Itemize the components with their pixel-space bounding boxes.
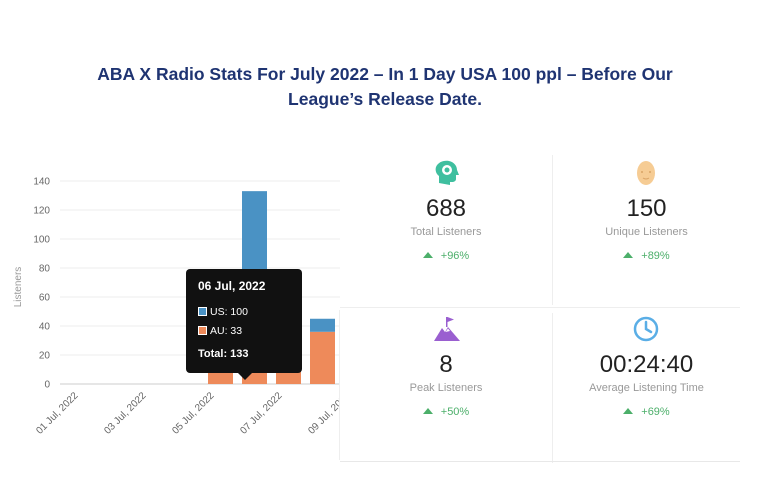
stat-total-listeners: 688 Total Listeners +96% xyxy=(340,155,552,305)
clock-icon xyxy=(633,316,659,342)
tooltip-total: Total: 133 xyxy=(198,348,249,360)
y-tick-label: 140 xyxy=(33,177,50,188)
divider-left xyxy=(339,310,340,460)
stats-panel: 688 Total Listeners +96% 150 Unique List… xyxy=(339,155,740,465)
stat-unique-listeners: 150 Unique Listeners +89% xyxy=(553,155,740,305)
y-tick-label: 100 xyxy=(33,235,50,246)
divider-vertical-bottom xyxy=(552,313,553,463)
us-swatch xyxy=(198,307,207,316)
x-tick-label: 07 Jul, 2022 xyxy=(238,390,285,437)
tooltip-us-value: US: 100 xyxy=(210,305,248,318)
stat-delta-value: +69% xyxy=(641,406,670,418)
stat-average-listening-time: 00:24:40 Average Listening Time +69% xyxy=(553,311,740,461)
headset-icon xyxy=(435,160,459,185)
up-arrow-icon xyxy=(422,408,433,414)
stat-peak-listeners: 8 Peak Listeners +50% xyxy=(340,311,552,461)
tooltip-au-row: AU: 33 xyxy=(198,321,290,340)
up-arrow-icon xyxy=(623,408,634,414)
y-axis-label: Listeners xyxy=(13,267,24,308)
tooltip-caret xyxy=(238,373,252,380)
bar-au xyxy=(310,331,335,384)
up-arrow-icon xyxy=(623,252,634,258)
stat-label: Unique Listeners xyxy=(605,226,688,238)
page-title: ABA X Radio Stats For July 2022 – In 1 D… xyxy=(60,62,710,112)
face-icon xyxy=(637,161,655,185)
stat-value: 150 xyxy=(626,195,667,222)
divider-vertical-top xyxy=(552,155,553,305)
x-tick-label: 03 Jul, 2022 xyxy=(102,390,149,437)
divider-bottom xyxy=(340,461,740,462)
stat-label: Peak Listeners xyxy=(409,382,483,394)
stat-delta-value: +89% xyxy=(641,250,670,262)
up-arrow-icon xyxy=(422,252,433,258)
stat-value: 688 xyxy=(425,195,467,222)
title-line-2: League’s Release Date. xyxy=(288,89,482,109)
tooltip-us-row: US: 100 xyxy=(198,302,290,321)
stat-delta: +50% xyxy=(340,406,552,418)
bar-us xyxy=(310,318,335,332)
stat-delta-value: +96% xyxy=(440,250,470,262)
stat-delta-value: +50% xyxy=(440,406,470,418)
stat-label: Total Listeners xyxy=(410,226,482,238)
tooltip-date: 06 Jul, 2022 xyxy=(198,279,266,293)
x-tick-label: 01 Jul, 2022 xyxy=(34,390,81,437)
stat-delta: +89% xyxy=(553,250,740,262)
title-line-1: ABA X Radio Stats For July 2022 – In 1 D… xyxy=(97,64,673,84)
stat-delta: +96% xyxy=(340,250,552,262)
stat-label: Average Listening Time xyxy=(589,382,704,394)
y-tick-label: 20 xyxy=(39,351,51,362)
stat-delta: +69% xyxy=(553,406,740,418)
stat-value: 00:24:40 xyxy=(599,351,694,378)
mountain-flag-icon xyxy=(434,317,460,341)
chart-tooltip: 06 Jul, 2022 US: 100 AU: 33 Total: 133 xyxy=(186,269,302,380)
y-tick-label: 120 xyxy=(33,206,50,217)
y-tick-label: 40 xyxy=(39,322,51,333)
y-tick-label: 0 xyxy=(44,380,50,391)
y-tick-label: 60 xyxy=(39,293,51,304)
y-axis-ticks: 0 20 40 60 80 100 120 140 xyxy=(33,177,50,391)
tooltip-au-value: AU: 33 xyxy=(210,324,243,337)
divider-horizontal xyxy=(340,307,740,308)
stat-value: 8 xyxy=(439,351,453,378)
au-swatch xyxy=(198,326,207,335)
y-tick-label: 80 xyxy=(39,264,51,275)
x-tick-label: 05 Jul, 2022 xyxy=(170,390,217,437)
x-axis-ticks: 01 Jul, 2022 03 Jul, 2022 05 Jul, 2022 07 J… xyxy=(34,390,345,437)
